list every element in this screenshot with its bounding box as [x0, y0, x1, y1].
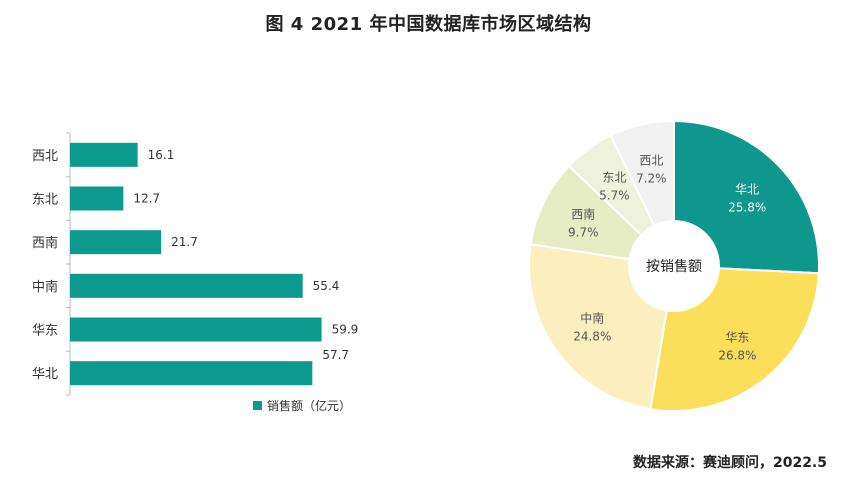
slice-value-label: 26.8%: [718, 349, 756, 363]
bar: [70, 142, 138, 167]
slice-value-label: 7.2%: [636, 172, 667, 186]
slice-name-label: 东北: [602, 170, 626, 184]
slice-value-label: 5.7%: [599, 188, 630, 202]
slice-name-label: 中南: [580, 310, 604, 325]
pie-slice: [649, 267, 820, 412]
legend-swatch: [253, 401, 262, 410]
source-note: 数据来源：赛迪顾问，2022.5: [632, 455, 827, 471]
category-label: 华东: [32, 324, 58, 339]
category-label: 西南: [32, 235, 58, 251]
bar: [70, 317, 322, 342]
legend-label: 销售额（亿元）: [267, 398, 351, 413]
donut-center-label: 按销售额: [646, 259, 702, 275]
pie-slice: [528, 243, 668, 411]
slice-name-label: 西北: [639, 154, 663, 168]
slice-value-label: 9.7%: [568, 226, 599, 240]
chart-title: 图 4 2021 年中国数据库市场区域结构: [265, 14, 592, 35]
category-label: 华北: [32, 367, 58, 382]
data-label: 12.7: [133, 192, 160, 206]
donut-chart: 华北 25.8% 华东 26.8% 中南 24.8% 西南 9.7% 东北 5.7% 西北 7.2% 按…: [528, 119, 820, 412]
category-label: 西北: [32, 149, 58, 164]
data-label: 59.9: [332, 323, 359, 337]
slice-value-label: 24.8%: [573, 329, 611, 343]
slice-name-label: 华北: [735, 182, 759, 196]
slice-value-label: 25.8%: [728, 200, 766, 214]
bar-chart: 西北 16.1 东北 12.7 西南 21.7 中南 55.4 华东 59.9 华北 57.7 销售额（…: [32, 132, 359, 413]
slice-name-label: 华东: [725, 331, 749, 345]
data-label: 57.7: [322, 348, 349, 362]
category-label: 东北: [32, 193, 58, 208]
bar: [70, 230, 162, 255]
bar: [70, 186, 124, 211]
data-label: 16.1: [148, 148, 175, 162]
bar: [70, 361, 313, 386]
category-label: 中南: [32, 279, 58, 295]
data-label: 21.7: [171, 235, 198, 249]
slice-name-label: 西南: [571, 207, 595, 222]
pie-slice: [609, 119, 675, 227]
data-label: 55.4: [313, 279, 340, 293]
pie-slice: [673, 119, 820, 275]
bar: [70, 273, 303, 298]
